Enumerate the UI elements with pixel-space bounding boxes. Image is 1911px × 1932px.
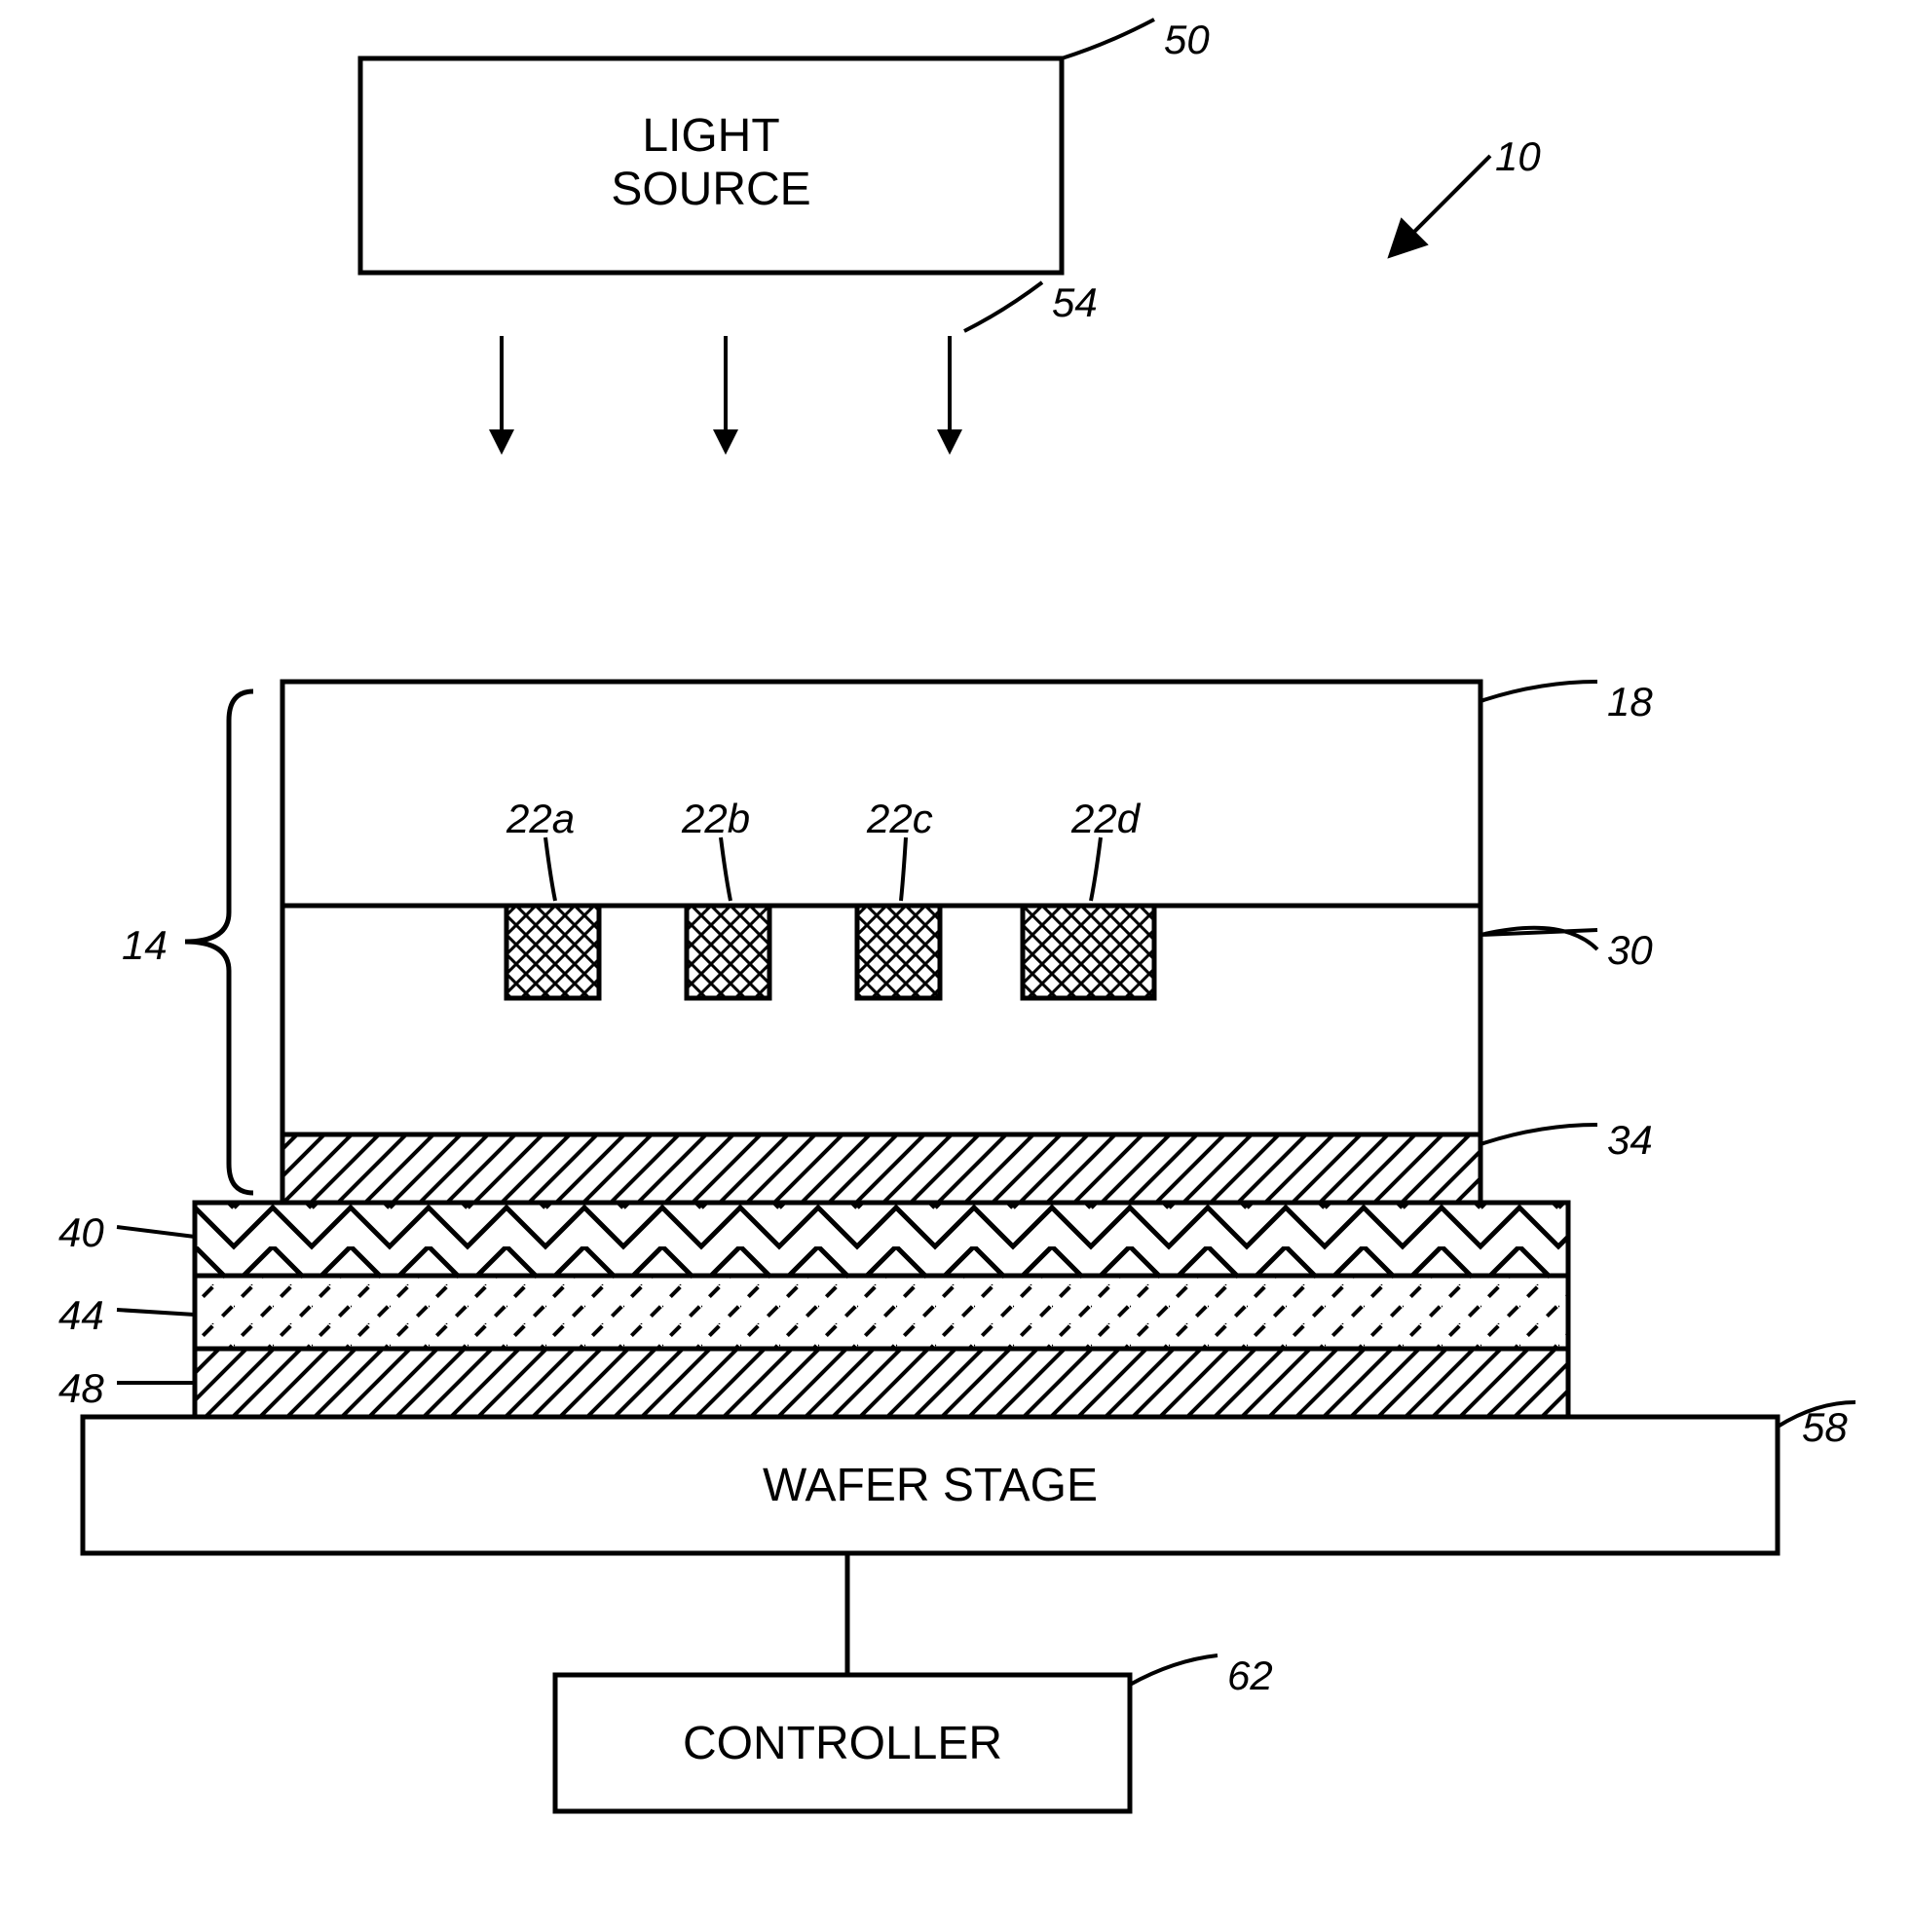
layer-34: 34 bbox=[282, 1117, 1653, 1203]
layer-30: 30 bbox=[282, 906, 1653, 1134]
light-source-label-line2: SOURCE bbox=[611, 164, 810, 215]
feature-22c: 22c bbox=[857, 796, 940, 998]
light-source-block: LIGHTSOURCE 50 bbox=[360, 17, 1210, 273]
callout-30: 30 bbox=[1607, 927, 1653, 973]
feature-22a: 22a bbox=[506, 796, 599, 998]
callout-leader-54 bbox=[964, 282, 1042, 331]
callout-22c: 22c bbox=[866, 796, 933, 841]
light-rays: 54 bbox=[489, 279, 1098, 455]
light-source-label-line1: LIGHT bbox=[642, 110, 779, 162]
callout-22b: 22b bbox=[681, 796, 750, 841]
callout-44: 44 bbox=[58, 1292, 104, 1338]
callout-10: 10 bbox=[1495, 133, 1541, 179]
callout-62: 62 bbox=[1227, 1653, 1273, 1698]
wafer-stage-block: WAFER STAGE 58 bbox=[83, 1402, 1855, 1553]
controller-block: CONTROLLER 62 bbox=[555, 1553, 1273, 1811]
controller-label: CONTROLLER bbox=[683, 1718, 1002, 1769]
wafer-stage-label: WAFER STAGE bbox=[763, 1460, 1098, 1511]
callout-14: 14 bbox=[122, 922, 168, 968]
callout-50: 50 bbox=[1164, 17, 1210, 62]
feature-22d: 22d bbox=[1023, 796, 1154, 998]
callout-22a: 22a bbox=[506, 796, 575, 841]
layer-40: 40 bbox=[58, 1203, 1568, 1276]
feature-22b: 22b bbox=[681, 796, 769, 998]
callout-leader-50 bbox=[1062, 19, 1154, 58]
layer-44: 44 bbox=[58, 1276, 1568, 1349]
callout-34: 34 bbox=[1607, 1117, 1653, 1163]
brace-14: 14 bbox=[122, 691, 253, 1193]
callout-22d: 22d bbox=[1070, 796, 1142, 841]
callout-18: 18 bbox=[1607, 679, 1653, 724]
callout-40: 40 bbox=[58, 1209, 104, 1255]
layer-48: 48 bbox=[58, 1349, 1568, 1417]
layer-18: 18 bbox=[282, 679, 1653, 906]
callout-58: 58 bbox=[1802, 1404, 1848, 1450]
callout-54: 54 bbox=[1052, 279, 1098, 325]
callout-48: 48 bbox=[58, 1365, 104, 1411]
callout-leader-10 bbox=[1393, 156, 1490, 253]
